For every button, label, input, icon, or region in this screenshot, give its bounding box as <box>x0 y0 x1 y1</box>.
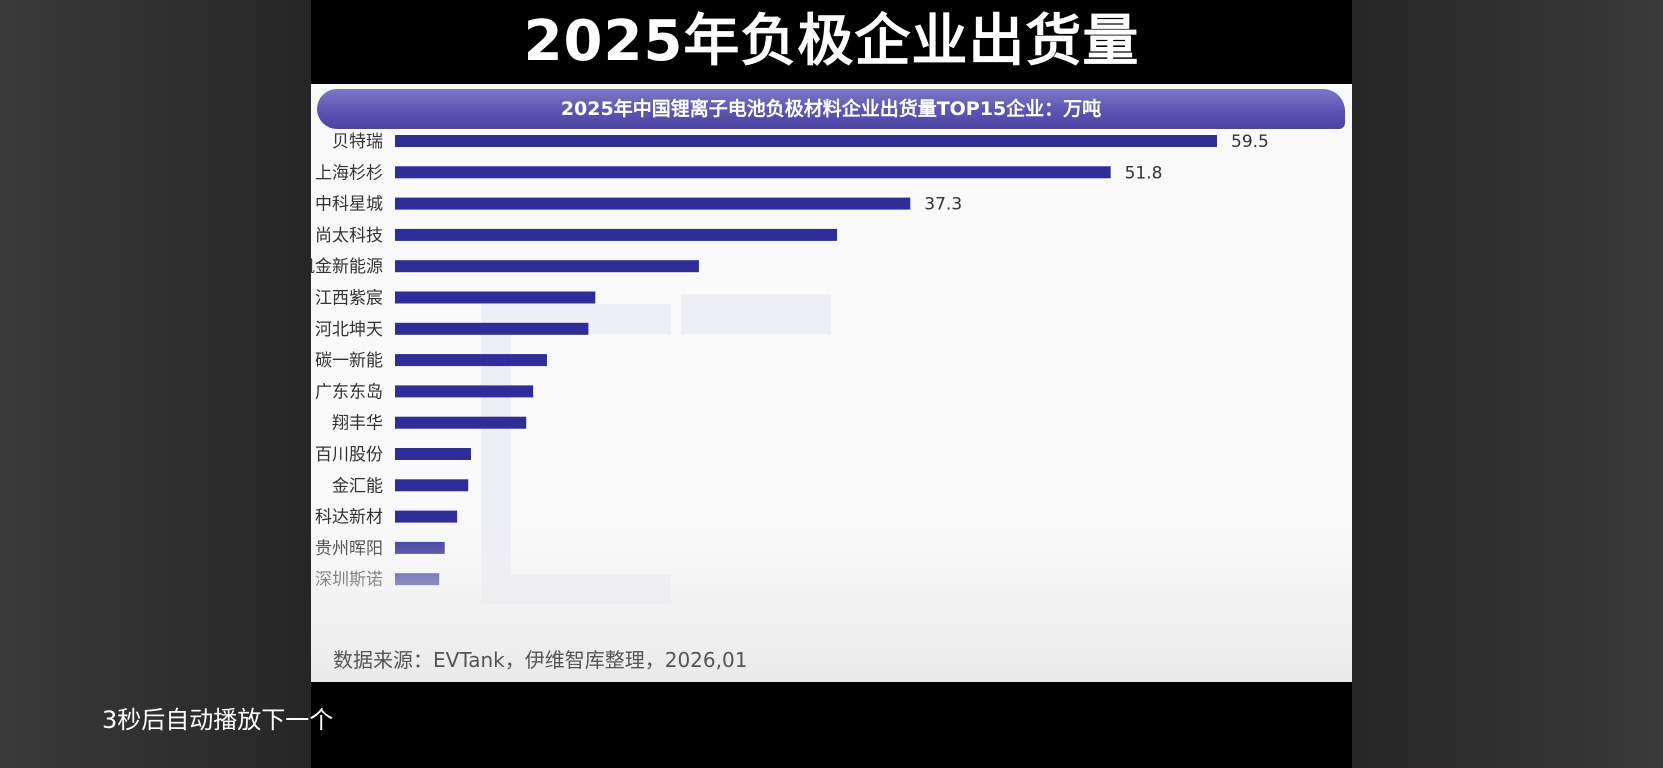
right-backdrop <box>1352 0 1663 768</box>
bar <box>395 135 1217 147</box>
autoplay-countdown: 3秒后自动播放下一个 <box>102 706 334 734</box>
video-title: 2025年负极企业出货量 <box>523 9 1140 74</box>
category-label: 碳一新能 <box>315 351 383 371</box>
bar <box>395 385 534 398</box>
category-label: 翔丰华 <box>332 414 383 434</box>
bar <box>395 510 458 523</box>
category-label: 尚太科技 <box>315 226 383 246</box>
chart-source: 数据来源：EVTank，伊维智库整理，2026,01 <box>333 648 748 672</box>
data-label: 37.3 <box>924 195 962 215</box>
category-label: 贝特瑞 <box>332 132 383 152</box>
bar <box>395 228 838 241</box>
bar <box>395 260 699 273</box>
category-label: 百川股份 <box>315 445 383 465</box>
category-label: 凯金新能源 <box>311 257 383 277</box>
bar <box>395 322 589 335</box>
bar <box>395 479 469 492</box>
bottom-fade <box>311 524 1352 682</box>
chart-panel: 2025年中国锂离子电池负极材料企业出货量TOP15企业：万吨 贝特瑞 59.5 上… <box>311 84 1352 682</box>
category-label: 中科星城 <box>315 195 383 215</box>
data-label: 59.5 <box>1231 132 1269 152</box>
category-label: 广东东岛 <box>315 382 383 402</box>
bar <box>395 354 547 367</box>
left-backdrop <box>0 0 311 768</box>
bar-chart: 贝特瑞 59.5 上海杉杉 51.8 中科星城 37.3 尚太科技凯金新能源江西紫宸河北坤天… <box>311 132 1269 590</box>
watermark-logo-bar <box>681 294 831 334</box>
category-label: 上海杉杉 <box>315 163 383 183</box>
category-label: 科达新材 <box>315 508 383 528</box>
category-label: 江西紫宸 <box>315 289 383 309</box>
chart-title: 2025年中国锂离子电池负极材料企业出货量TOP15企业：万吨 <box>317 89 1345 129</box>
bar <box>395 416 527 429</box>
bar <box>395 291 596 304</box>
category-label: 河北坤天 <box>315 320 383 340</box>
bar <box>395 166 1111 179</box>
data-label: 51.8 <box>1125 163 1163 183</box>
bar <box>395 448 471 460</box>
category-label: 金汇能 <box>332 476 383 496</box>
bar <box>395 197 911 210</box>
